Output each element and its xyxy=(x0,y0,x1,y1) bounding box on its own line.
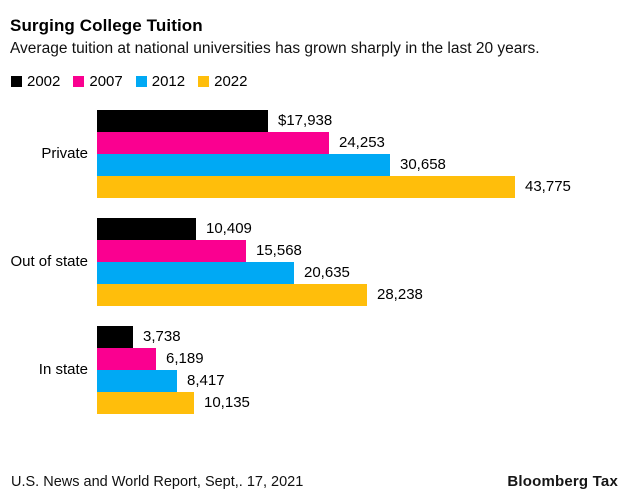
legend-item-2002: 2002 xyxy=(11,73,60,90)
chart-title: Surging College Tuition xyxy=(10,16,203,35)
value-label-private-2002: $17,938 xyxy=(278,112,333,129)
legend-label: 2012 xyxy=(151,73,186,90)
value-label-in-state-2007: 6,189 xyxy=(166,350,204,367)
bar-in-state-2007 xyxy=(97,348,156,370)
bar-private-2002 xyxy=(97,110,268,132)
bar-in-state-2012 xyxy=(97,370,177,392)
value-label-in-state-2002: 3,738 xyxy=(143,328,181,345)
value-label-out-of-state-2007: 15,568 xyxy=(256,242,302,259)
legend-label: 2022 xyxy=(214,73,248,90)
source-note: U.S. News and World Report, Sept,. 17, 2… xyxy=(11,474,304,490)
value-label-in-state-2012: 8,417 xyxy=(187,372,225,389)
bar-out-of-state-2007 xyxy=(97,240,246,262)
legend-item-2007: 2007 xyxy=(73,73,123,90)
legend-label: 2007 xyxy=(89,73,123,90)
bar-in-state-2022 xyxy=(97,392,194,414)
value-label-out-of-state-2002: 10,409 xyxy=(206,220,252,237)
bar-private-2022 xyxy=(97,176,515,198)
legend-swatch-2022 xyxy=(198,76,210,87)
legend-item-2012: 2012 xyxy=(135,73,186,90)
value-label-in-state-2022: 10,135 xyxy=(204,394,250,411)
value-label-private-2012: 30,658 xyxy=(400,156,446,173)
bar-out-of-state-2022 xyxy=(97,284,367,306)
bar-out-of-state-2002 xyxy=(97,218,196,240)
category-label-in-state: In state xyxy=(38,361,88,378)
bar-private-2007 xyxy=(97,132,329,154)
legend-label: 2002 xyxy=(27,73,61,90)
category-label-out-of-state: Out of state xyxy=(10,253,88,270)
value-label-out-of-state-2012: 20,635 xyxy=(304,264,350,281)
value-label-private-2007: 24,253 xyxy=(339,134,385,151)
legend-item-2022: 2022 xyxy=(198,73,248,90)
value-label-private-2022: 43,775 xyxy=(525,178,571,195)
category-label-private: Private xyxy=(41,145,88,162)
bloomberg-tax-logo: Bloomberg Tax xyxy=(507,473,618,490)
legend-swatch-2002 xyxy=(11,76,22,87)
bar-private-2012 xyxy=(97,154,390,176)
bar-out-of-state-2012 xyxy=(97,262,294,284)
legend-swatch-2007 xyxy=(73,76,85,87)
legend-swatch-2012 xyxy=(135,76,147,87)
bar-in-state-2002 xyxy=(97,326,133,348)
chart-legend: 2002 2007 2012 2022 xyxy=(11,73,248,90)
value-label-out-of-state-2022: 28,238 xyxy=(377,286,423,303)
chart-subtitle: Average tuition at national universities… xyxy=(10,40,540,57)
